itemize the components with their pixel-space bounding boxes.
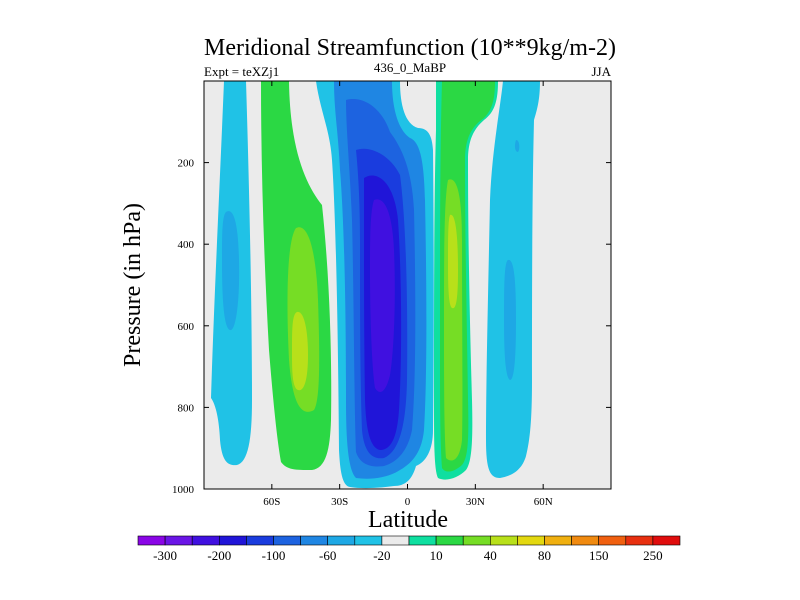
contour-fill-layer	[211, 81, 540, 489]
contour-summer-hadley-core	[448, 214, 458, 309]
colorbar: -300 -200 -100 -60 -20 10 40 80 150 250	[137, 535, 681, 563]
colorbar-label: 10	[430, 548, 443, 563]
y-axis-label: Pressure (in hPa)	[120, 203, 146, 367]
colorbar-label: -100	[262, 548, 286, 563]
colorbar-swatch	[191, 535, 220, 546]
colorbar-swatch	[164, 535, 193, 546]
colorbar-swatch	[489, 535, 518, 546]
x-axis-label: Latitude	[368, 507, 448, 533]
plot-area: 60S 30S 0 30N 60N 200 400 600 800 1000	[172, 80, 612, 508]
colorbar-label: -200	[207, 548, 231, 563]
right-label: JJA	[591, 64, 611, 79]
colorbar-swatch	[137, 535, 166, 546]
colorbar-label: -20	[373, 548, 390, 563]
colorbar-swatch	[462, 535, 491, 546]
x-tick-label: 30N	[466, 496, 485, 508]
colorbar-swatch	[219, 535, 247, 546]
colorbar-swatch	[408, 535, 437, 546]
colorbar-label: 150	[589, 548, 609, 563]
colorbar-label: -300	[153, 548, 177, 563]
colorbar-label: -60	[319, 548, 336, 563]
colorbar-swatch	[598, 535, 627, 546]
colorbar-label: 80	[538, 548, 551, 563]
colorbar-swatch	[354, 535, 383, 546]
colorbar-swatch	[435, 535, 464, 546]
colorbar-swatch	[273, 535, 301, 546]
x-tick-label: 60N	[534, 496, 553, 508]
contour-nh-ferrel-topfleck	[514, 140, 520, 152]
x-tick-label: 60S	[263, 496, 280, 508]
x-tick-label: 30S	[331, 496, 348, 508]
colorbar-label: 40	[484, 548, 497, 563]
colorbar-swatch	[652, 535, 681, 546]
y-tick-label: 1000	[172, 484, 195, 496]
colorbar-swatch	[381, 535, 410, 546]
left-label: Expt = teXZj1	[204, 64, 279, 79]
contour-sh-polar-cell-inner	[222, 211, 240, 331]
y-axis-ticks: 200 400 600 800 1000	[172, 158, 611, 496]
x-axis-ticks: 60S 30S 0 30N 60N	[263, 81, 553, 508]
colorbar-swatch	[571, 535, 599, 546]
colorbar-swatch	[517, 535, 545, 546]
colorbar-swatch	[625, 535, 654, 546]
chart-title: Meridional Streamfunction (10**9kg/m-2)	[204, 35, 616, 61]
y-tick-label: 600	[178, 321, 195, 333]
colorbar-swatch	[327, 535, 356, 546]
center-label: 436_0_MaBP	[374, 60, 446, 75]
contour-winter-hadley-l6	[370, 199, 395, 392]
colorbar-swatch	[246, 535, 274, 546]
colorbar-label: 250	[643, 548, 663, 563]
contour-nh-ferrel-inner	[504, 259, 516, 380]
colorbar-swatch	[300, 535, 329, 546]
y-tick-label: 200	[178, 158, 195, 170]
x-tick-label: 0	[405, 496, 411, 508]
contour-sh-ferrel-cell-core	[292, 311, 308, 391]
y-tick-label: 400	[178, 239, 195, 251]
y-tick-label: 800	[178, 402, 195, 414]
colorbar-swatch	[544, 535, 572, 546]
